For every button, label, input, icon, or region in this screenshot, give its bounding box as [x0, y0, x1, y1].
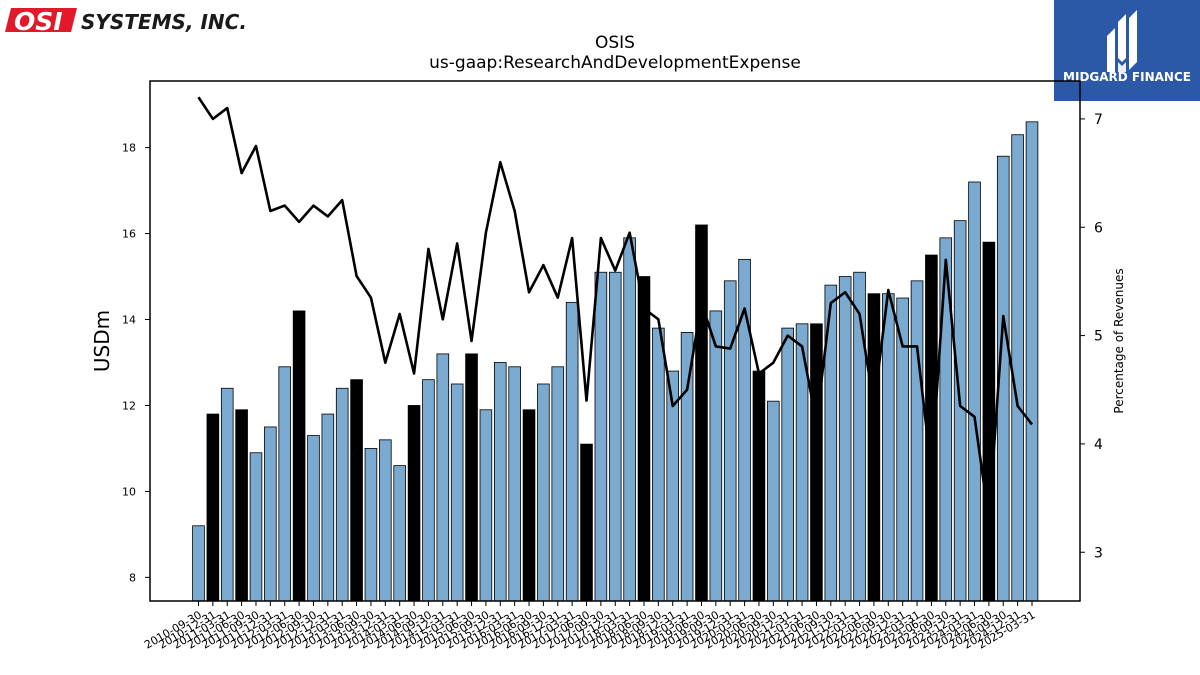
bar — [565, 301, 579, 602]
bar — [838, 276, 852, 602]
bar — [436, 353, 450, 602]
y2-tick-label: 7 — [1094, 112, 1103, 128]
midgard-finance-text: MIDGARD FINANCE — [1063, 70, 1191, 84]
bar — [551, 366, 565, 602]
bar — [1011, 134, 1024, 602]
bar — [465, 353, 478, 602]
bar — [192, 525, 205, 602]
bar — [393, 465, 406, 602]
bar — [752, 370, 766, 602]
bar — [220, 387, 234, 602]
bar — [422, 379, 435, 602]
bar — [594, 271, 608, 602]
revenue-pct-line — [197, 96, 1034, 522]
line-series — [197, 96, 1034, 522]
bar — [350, 379, 363, 602]
y2-tick-label: 6 — [1094, 220, 1103, 236]
y-tick-label: 14 — [122, 314, 136, 327]
y-tick-label: 12 — [122, 399, 136, 412]
bar — [235, 409, 248, 602]
bar — [580, 443, 593, 602]
bar — [364, 448, 378, 602]
bar — [1025, 121, 1039, 602]
y2-tick-label: 3 — [1094, 545, 1103, 561]
bar — [292, 310, 306, 602]
bar — [810, 323, 823, 602]
bar — [982, 241, 996, 602]
bar — [537, 383, 550, 602]
midgard-finance-watermark: MIDGARD FINANCE — [1054, 0, 1200, 101]
bar — [508, 366, 521, 602]
midgard-logo-icon — [1107, 10, 1137, 72]
y-tick-label: 18 — [122, 142, 136, 155]
logo-red-block — [5, 8, 77, 32]
bar — [479, 409, 493, 602]
bar — [623, 237, 636, 602]
axes: 81012141618345672010-09-302010-12-312011… — [122, 80, 1103, 652]
bar — [767, 400, 780, 602]
bar — [695, 224, 708, 602]
chart-title: OSIS — [595, 33, 635, 53]
bar — [450, 383, 464, 602]
bar — [522, 409, 536, 602]
chart-subtitle: us-gaap:ResearchAndDevelopmentExpense — [429, 53, 801, 73]
bar — [493, 362, 507, 602]
bar — [968, 181, 981, 602]
bar — [264, 426, 277, 602]
bar — [307, 435, 320, 602]
bar — [781, 327, 794, 602]
bar — [321, 413, 335, 602]
bar — [910, 280, 924, 602]
bar — [652, 327, 665, 602]
bar — [407, 405, 421, 602]
svg-text:OSI: OSI — [14, 7, 63, 36]
bar — [637, 276, 651, 602]
bar — [249, 452, 263, 602]
bar — [709, 310, 723, 602]
bar — [206, 413, 220, 602]
bar — [882, 293, 895, 602]
y2-axis-label: Percentage of Revenues — [1112, 268, 1126, 413]
bar — [278, 366, 292, 602]
bar-series — [192, 121, 1039, 602]
osi-systems-logo: OSI SYSTEMS, INC. — [5, 7, 245, 36]
y-tick-label: 8 — [129, 571, 136, 584]
y-tick-label: 10 — [122, 485, 136, 498]
svg-text:SYSTEMS, INC.: SYSTEMS, INC. — [81, 10, 245, 34]
bar — [608, 271, 622, 602]
bar — [953, 220, 967, 602]
bar — [379, 439, 392, 602]
y2-tick-label: 5 — [1094, 329, 1103, 345]
y-tick-label: 16 — [122, 228, 136, 241]
bar — [335, 387, 349, 602]
y2-tick-label: 4 — [1094, 437, 1103, 453]
y-axis-label: USDm — [90, 310, 114, 372]
bar — [867, 293, 881, 602]
bar — [723, 280, 737, 602]
